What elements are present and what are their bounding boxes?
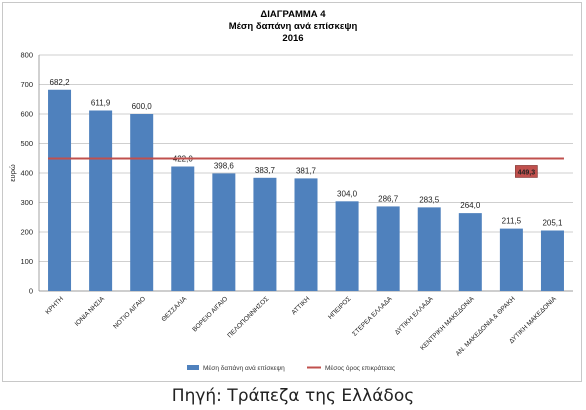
source-caption: Πηγή: Τράπεζα της Ελλάδος bbox=[171, 386, 415, 406]
bar-10 bbox=[417, 207, 441, 291]
category-label-9: ΣΤΕΡΕΑ ΕΛΛΑΔΑ bbox=[351, 295, 394, 338]
average-label-box bbox=[515, 165, 538, 178]
y-tick-label-100: 100 bbox=[20, 257, 33, 266]
bar-value-label-11: 264,0 bbox=[460, 201, 481, 210]
y-tick-label-800: 800 bbox=[20, 51, 33, 60]
category-label-3: ΝΟΤΙΟ ΑΙΓΑΙΟ bbox=[112, 295, 147, 330]
category-label-10: ΔΥΤΙΚΗ ΕΛΛΑΔΑ bbox=[394, 295, 435, 336]
category-label-1: ΚΡΗΤΗ bbox=[44, 295, 65, 316]
y-tick-label-500: 500 bbox=[20, 139, 33, 148]
bar-value-label-1: 682,2 bbox=[50, 78, 71, 87]
bar-4 bbox=[171, 166, 195, 291]
category-label-5: ΒΟΡΕΙΟ ΑΙΓΑΙΟ bbox=[191, 295, 229, 333]
bar-value-label-8: 304,0 bbox=[337, 189, 358, 198]
bar-value-label-12: 211,5 bbox=[502, 217, 522, 226]
bar-2 bbox=[89, 110, 113, 291]
bar-5 bbox=[212, 173, 236, 291]
y-tick-label-700: 700 bbox=[20, 80, 33, 89]
category-label-6: ΠΕΛΟΠΟΝΝΗΣΟΣ bbox=[226, 295, 270, 339]
chart-title-line-2: Μέση δαπάνη ανά επίσκεψη bbox=[229, 21, 358, 32]
y-tick-label-600: 600 bbox=[20, 110, 33, 119]
bar-value-label-6: 383,7 bbox=[255, 166, 276, 175]
category-label-4: ΘΕΣΣΑΛΙΑ bbox=[160, 295, 188, 323]
legend-line-label: Μέσος όρος επικράτειας bbox=[325, 364, 395, 372]
chart-title-line-1: ΔΙΑΓΡΑΜΜΑ 4 bbox=[260, 9, 326, 20]
y-tick-label-300: 300 bbox=[20, 198, 33, 207]
bar-9 bbox=[376, 206, 400, 291]
bar-3 bbox=[130, 114, 154, 291]
average-value-label: 449,3 bbox=[518, 169, 536, 176]
bar-value-label-7: 381,7 bbox=[296, 166, 317, 175]
chart-title-line-3: 2016 bbox=[282, 33, 303, 44]
y-tick-label-200: 200 bbox=[20, 228, 33, 237]
bar-6 bbox=[253, 177, 277, 291]
bar-value-label-9: 286,7 bbox=[378, 194, 399, 203]
y-axis-label: ευρώ bbox=[8, 164, 17, 182]
category-label-7: ΑΤΤΙΚΗ bbox=[290, 295, 311, 316]
bar-value-label-2: 611,9 bbox=[91, 98, 111, 107]
bar-7 bbox=[294, 178, 318, 291]
bar-value-label-13: 205,1 bbox=[542, 218, 563, 227]
bar-11 bbox=[458, 213, 482, 291]
bar-value-label-3: 600,0 bbox=[132, 102, 153, 111]
category-label-8: ΗΠΕΙΡΟΣ bbox=[327, 295, 352, 320]
chart-area: ΔΙΑΓΡΑΜΜΑ 4 Μέση δαπάνη ανά επίσκεψη 2016 0… bbox=[2, 2, 582, 382]
category-label-13: ΔΥΤΙΚΗ ΜΑΚΕΔΟΝΙΑ bbox=[508, 295, 558, 345]
bar-1 bbox=[48, 89, 72, 291]
bar-13 bbox=[540, 230, 564, 291]
y-tick-label-400: 400 bbox=[20, 169, 33, 178]
legend-bar-label: Μέση δαπάνη ανά επίσκεψη bbox=[203, 364, 285, 372]
bar-8 bbox=[335, 201, 359, 291]
bar-value-label-10: 283,5 bbox=[419, 195, 440, 204]
legend-bar-swatch bbox=[187, 365, 199, 370]
category-label-2: ΙΟΝΙΑ ΝΗΣΙΑ bbox=[74, 295, 107, 328]
y-tick-label-0: 0 bbox=[29, 287, 33, 296]
bar-12 bbox=[499, 228, 523, 291]
bar-value-label-5: 398,6 bbox=[214, 161, 235, 170]
